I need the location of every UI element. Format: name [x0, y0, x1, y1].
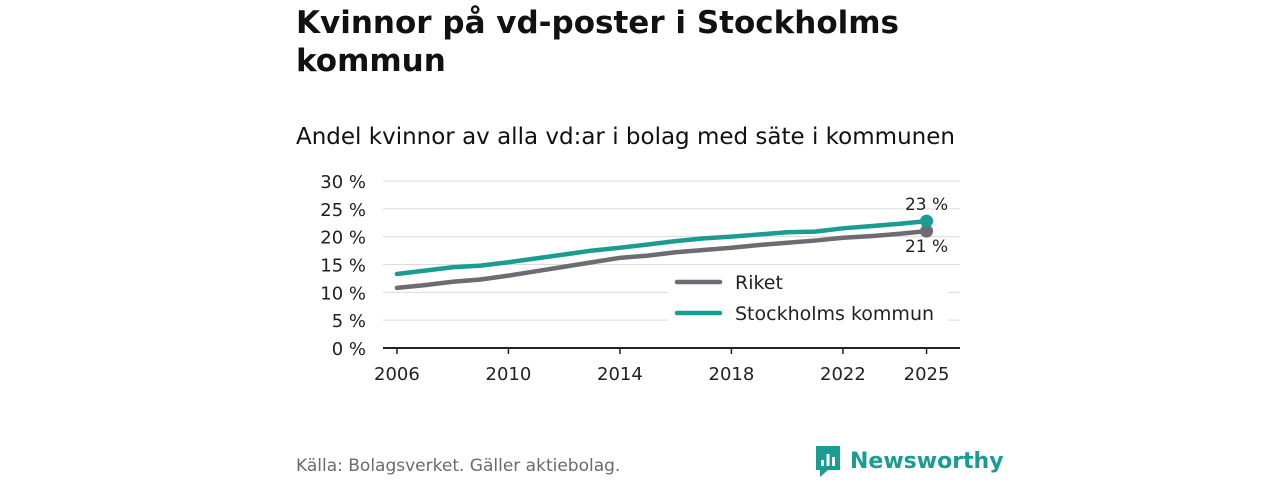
newsworthy-logo-icon	[816, 446, 840, 477]
legend-label: Stockholms kommun	[735, 303, 934, 325]
series-line-stockholms-kommun	[394, 218, 929, 277]
legend-background	[668, 266, 948, 326]
y-tick-label: 20 %	[320, 228, 366, 249]
y-tick-label: 30 %	[320, 172, 366, 193]
source-note: Källa: Bolagsverket. Gäller aktiebolag.	[296, 456, 621, 476]
y-tick-label: 0 %	[332, 339, 366, 360]
x-tick-label: 2014	[597, 364, 643, 385]
brand-logo[interactable]: Newsworthy	[814, 444, 1004, 478]
series-line-riket	[394, 228, 929, 291]
y-tick-label: 25 %	[320, 200, 366, 221]
series-end-point	[920, 224, 934, 238]
x-tick-label: 2025	[904, 364, 950, 385]
y-tick-label: 10 %	[320, 283, 366, 304]
y-tick-label: 15 %	[320, 256, 366, 277]
x-tick-label: 2022	[820, 364, 866, 385]
legend-label: Riket	[735, 272, 783, 294]
x-tick-label: 2006	[374, 364, 420, 385]
series-end-label: 21 %	[905, 237, 948, 257]
x-tick-label: 2018	[709, 364, 755, 385]
page-title: Kvinnor på vd-poster i Stockholms kommun	[296, 5, 900, 79]
brand-name: Newsworthy	[850, 448, 1004, 474]
y-tick-label: 5 %	[332, 311, 366, 332]
series-end-point	[920, 214, 934, 228]
x-tick-label: 2010	[486, 364, 532, 385]
series-end-label: 23 %	[905, 195, 948, 215]
chart-subtitle: Andel kvinnor av alla vd:ar i bolag med …	[296, 124, 955, 150]
